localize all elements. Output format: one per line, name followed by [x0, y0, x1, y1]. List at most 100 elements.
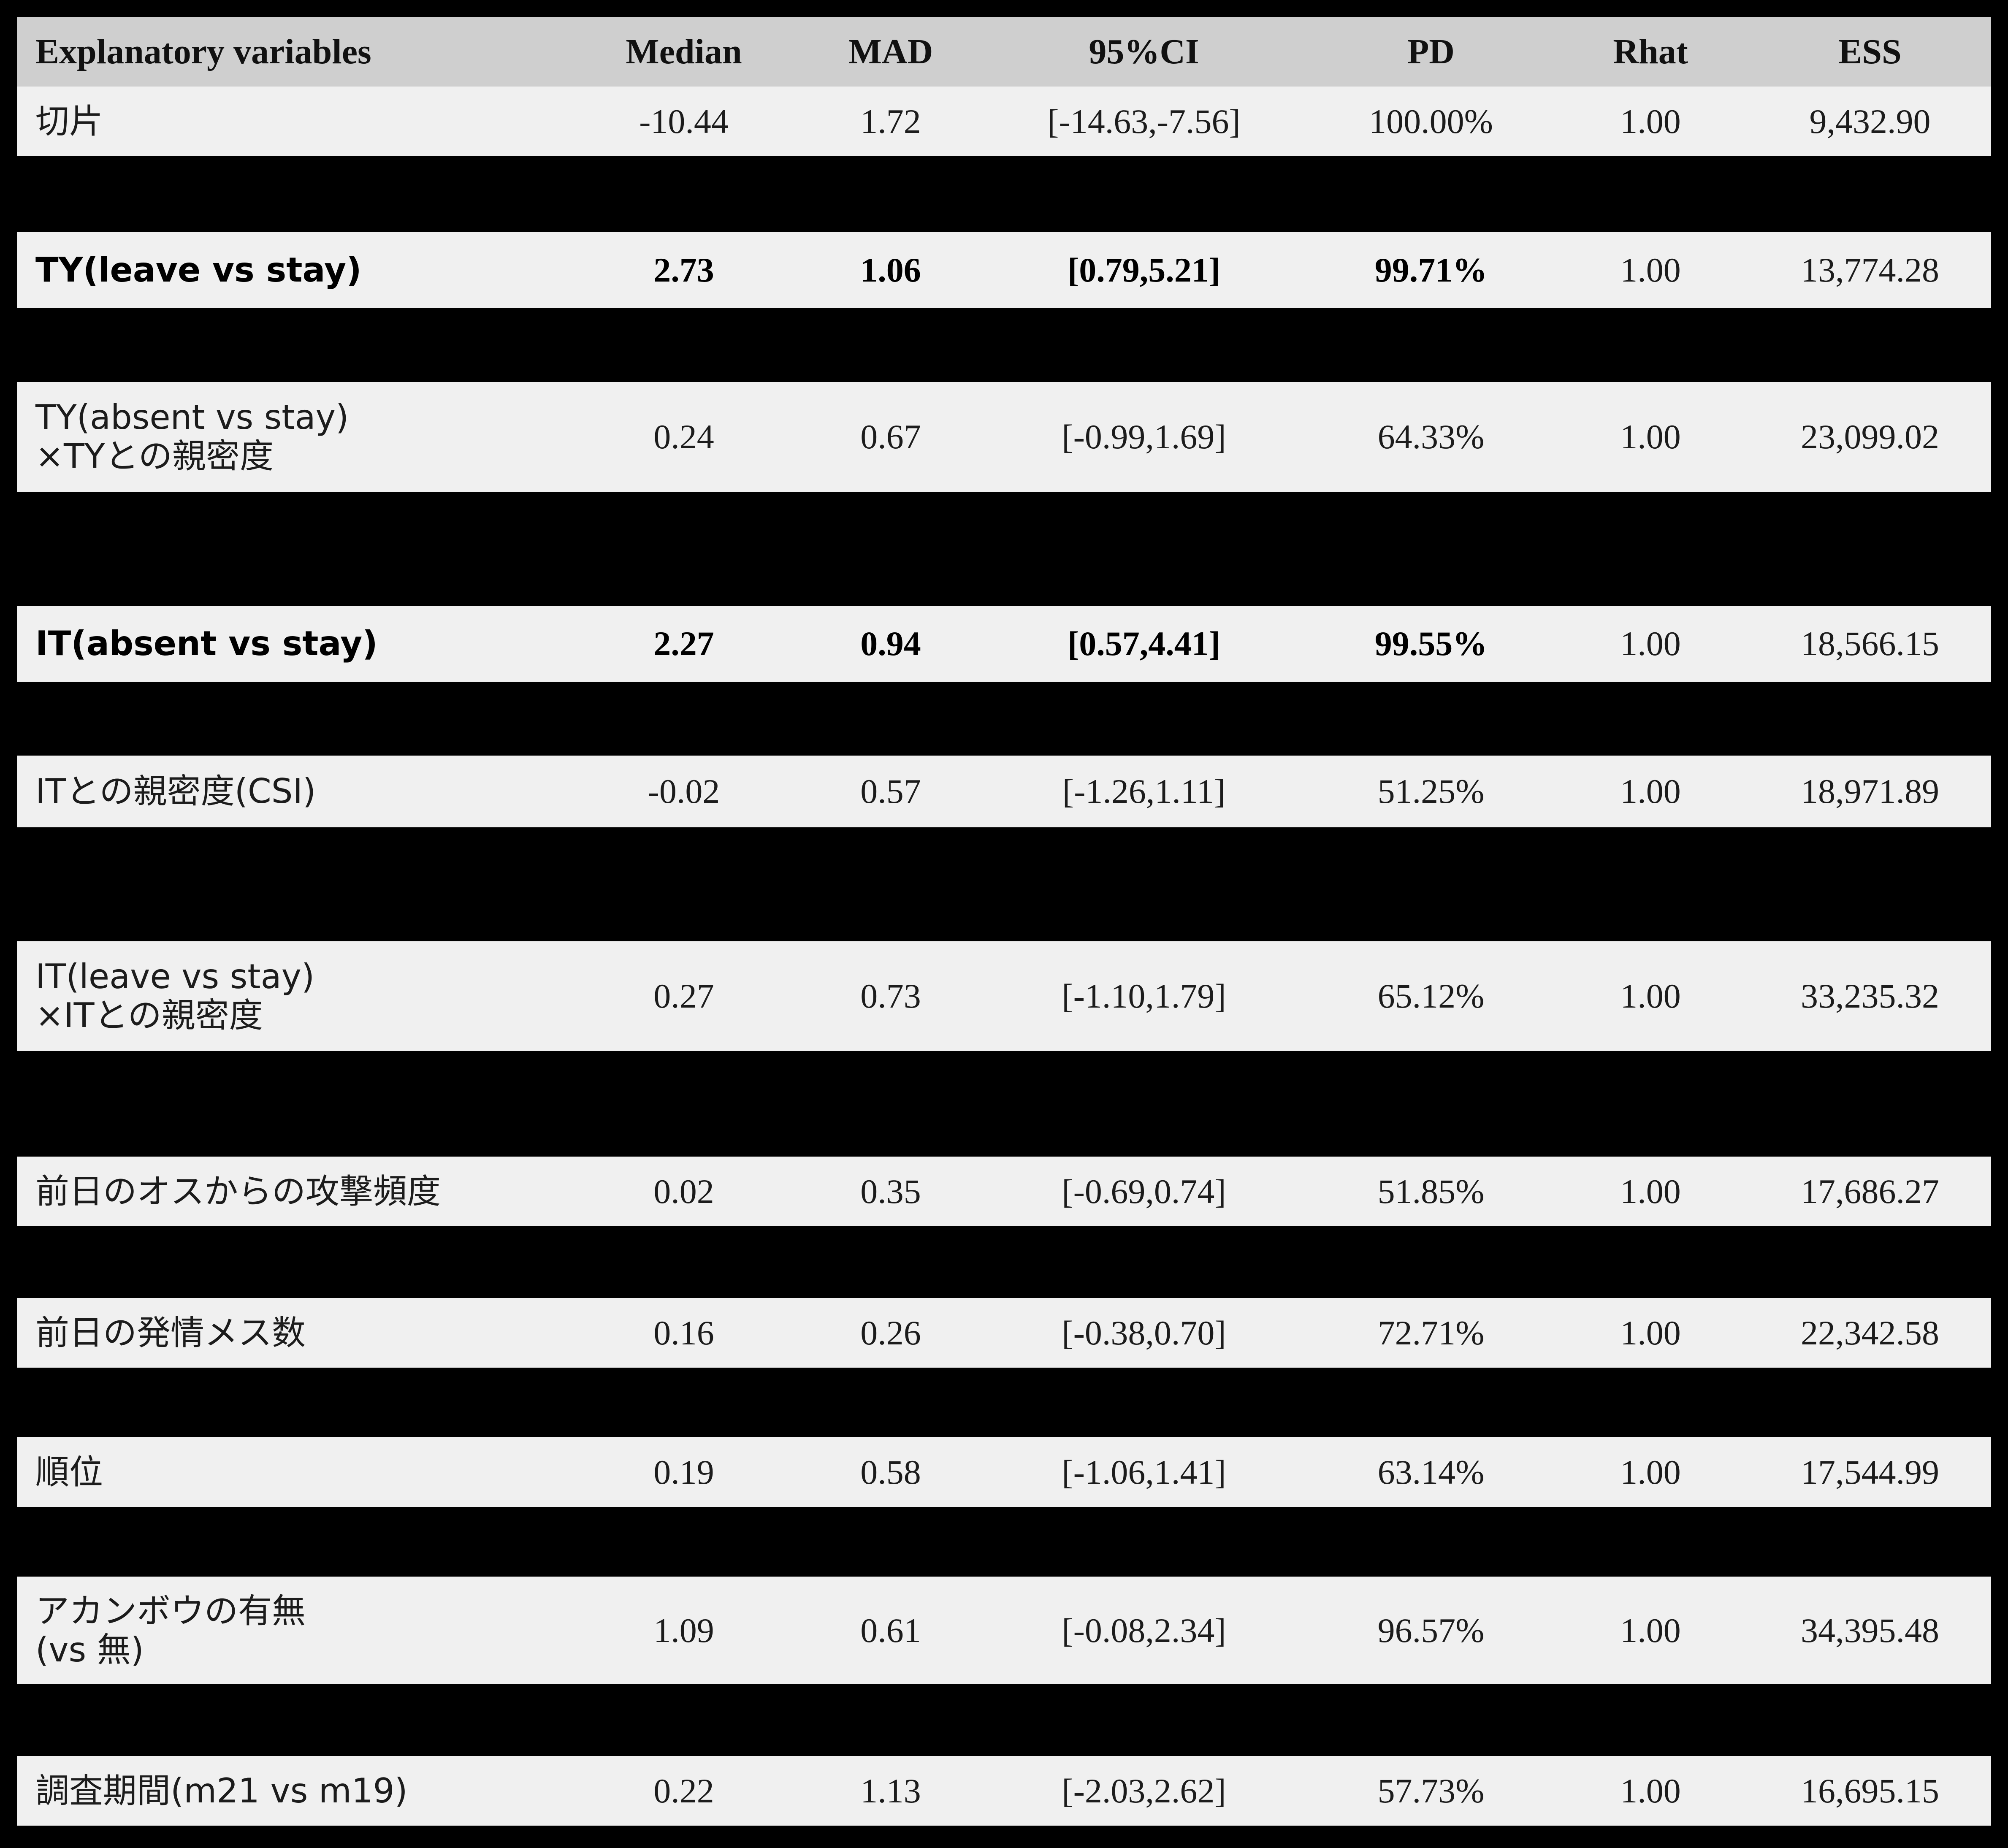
cell-ess: 18,566.15 — [1801, 624, 1939, 663]
cell-mad: 0.58 — [860, 1452, 921, 1491]
cell-median: -10.44 — [639, 102, 729, 141]
cell-ess: 16,695.15 — [1801, 1771, 1939, 1810]
cell-rhat: 1.00 — [1620, 1313, 1681, 1352]
table-header-row: Explanatory variables Median MAD 95%CI P… — [17, 17, 1991, 87]
table-row: TY(leave vs stay) 2.73 1.06 [0.79,5.21] 99.7… — [17, 232, 1991, 308]
cell-rhat: 1.00 — [1620, 624, 1681, 663]
cell-pd: 100.00% — [1369, 102, 1493, 141]
cell-explanatory-variable: TY(absent vs stay) ×TYとの親密度 — [35, 382, 349, 492]
cell-explanatory-variable: ITとの親密度(CSI) — [35, 756, 316, 827]
header-median: Median — [626, 32, 742, 71]
cell-pd: 96.57% — [1377, 1611, 1485, 1650]
cell-explanatory-variable: IT(leave vs stay) ×ITとの親密度 — [35, 941, 314, 1051]
cell-rhat: 1.00 — [1620, 1771, 1681, 1810]
cell-pd: 51.85% — [1377, 1172, 1485, 1211]
table-row: 前日の発情メス数 0.16 0.26 [-0.38,0.70] 72.71% 1.00 22… — [17, 1298, 1991, 1368]
cell-rhat: 1.00 — [1620, 251, 1681, 289]
cell-median: -0.02 — [648, 772, 720, 810]
cell-median: 0.27 — [653, 977, 714, 1015]
cell-rhat: 1.00 — [1620, 1611, 1681, 1650]
cell-ci: [-1.26,1.11] — [1062, 772, 1226, 810]
cell-ci: [-14.63,-7.56] — [1047, 102, 1241, 141]
cell-ess: 13,774.28 — [1801, 251, 1939, 289]
cell-ci: [-2.03,2.62] — [1062, 1771, 1226, 1810]
cell-rhat: 1.00 — [1620, 417, 1681, 456]
header-explanatory-variables: Explanatory variables — [35, 32, 371, 71]
cell-median: 2.73 — [653, 251, 714, 289]
cell-median: 0.22 — [653, 1771, 714, 1810]
variable-line: 調査期間(m21 vs m19) — [35, 1771, 408, 1810]
cell-rhat: 1.00 — [1620, 1172, 1681, 1211]
variable-line: TY(absent vs stay) — [35, 398, 349, 437]
variable-line: ×TYとの親密度 — [35, 436, 274, 476]
table-row: 順位 0.19 0.58 [-1.06,1.41] 63.14% 1.00 17,544.9… — [17, 1437, 1991, 1507]
cell-median: 2.27 — [653, 624, 714, 663]
variable-line: 前日のオスからの攻撃頻度 — [35, 1171, 441, 1211]
cell-pd: 65.12% — [1377, 977, 1485, 1015]
cell-ess: 9,432.90 — [1809, 102, 1931, 141]
cell-mad: 0.26 — [860, 1313, 921, 1352]
table-row: 前日のオスからの攻撃頻度 0.02 0.35 [-0.69,0.74] 51.85% 1.… — [17, 1157, 1991, 1226]
table-row: 調査期間(m21 vs m19) 0.22 1.13 [-2.03,2.62] 57.7… — [17, 1756, 1991, 1826]
cell-ci: [-0.08,2.34] — [1062, 1611, 1226, 1650]
cell-explanatory-variable: 順位 — [35, 1437, 103, 1507]
cell-rhat: 1.00 — [1620, 102, 1681, 141]
variable-line: IT(absent vs stay) — [35, 624, 378, 663]
cell-ess: 34,395.48 — [1801, 1611, 1939, 1650]
cell-median: 1.09 — [653, 1611, 714, 1650]
cell-ci: [0.79,5.21] — [1067, 251, 1221, 289]
variable-line: ×ITとの親密度 — [35, 996, 263, 1035]
cell-median: 0.16 — [653, 1313, 714, 1352]
cell-rhat: 1.00 — [1620, 772, 1681, 810]
cell-ci: [-1.10,1.79] — [1062, 977, 1226, 1015]
variable-line: TY(leave vs stay) — [35, 250, 362, 290]
table-row: 切片 -10.44 1.72 [-14.63,-7.56] 100.00% 1.00 9,4… — [17, 87, 1991, 156]
cell-ci: [-0.99,1.69] — [1062, 417, 1226, 456]
cell-mad: 0.57 — [860, 772, 921, 810]
cell-pd: 99.55% — [1374, 624, 1488, 663]
table-row: TY(absent vs stay) ×TYとの親密度 0.24 0.67 [-0.9… — [17, 382, 1991, 492]
cell-explanatory-variable: 調査期間(m21 vs m19) — [35, 1756, 408, 1826]
cell-ess: 23,099.02 — [1801, 417, 1939, 456]
cell-mad: 0.94 — [860, 624, 921, 663]
cell-explanatory-variable: TY(leave vs stay) — [35, 232, 362, 308]
cell-ess: 17,544.99 — [1801, 1452, 1939, 1491]
variable-line: (vs 無) — [35, 1630, 144, 1669]
cell-rhat: 1.00 — [1620, 977, 1681, 1015]
cell-median: 0.24 — [653, 417, 714, 456]
cell-pd: 63.14% — [1377, 1452, 1485, 1491]
header-pd: PD — [1407, 32, 1455, 71]
cell-ci: [0.57,4.41] — [1067, 624, 1221, 663]
cell-ess: 18,971.89 — [1801, 772, 1939, 810]
variable-line: 前日の発情メス数 — [35, 1313, 306, 1352]
cell-ess: 17,686.27 — [1801, 1172, 1939, 1211]
cell-pd: 57.73% — [1377, 1771, 1485, 1810]
cell-pd: 51.25% — [1377, 772, 1485, 810]
cell-ci: [-0.69,0.74] — [1062, 1172, 1226, 1211]
cell-explanatory-variable: 切片 — [35, 87, 103, 156]
cell-pd: 64.33% — [1377, 417, 1485, 456]
cell-ci: [-0.38,0.70] — [1062, 1313, 1226, 1352]
cell-mad: 0.35 — [860, 1172, 921, 1211]
cell-ci: [-1.06,1.41] — [1062, 1452, 1226, 1491]
header-rhat: Rhat — [1613, 32, 1688, 71]
cell-explanatory-variable: 前日の発情メス数 — [35, 1298, 306, 1368]
cell-explanatory-variable: アカンボウの有無 (vs 無) — [35, 1577, 306, 1684]
variable-line: 切片 — [35, 101, 103, 141]
table-row: ITとの親密度(CSI) -0.02 0.57 [-1.26,1.11] 51.25% 1… — [17, 756, 1991, 827]
variable-line: 順位 — [35, 1452, 103, 1492]
variable-line: IT(leave vs stay) — [35, 957, 315, 996]
cell-explanatory-variable: 前日のオスからの攻撃頻度 — [35, 1157, 441, 1226]
table-row: アカンボウの有無 (vs 無) 1.09 0.61 [-0.08,2.34] 96.57%… — [17, 1577, 1991, 1684]
cell-rhat: 1.00 — [1620, 1452, 1681, 1491]
cell-ess: 33,235.32 — [1801, 977, 1939, 1015]
cell-mad: 1.72 — [860, 102, 921, 141]
cell-pd: 99.71% — [1374, 251, 1488, 289]
cell-mad: 0.73 — [860, 977, 921, 1015]
cell-pd: 72.71% — [1377, 1313, 1485, 1352]
cell-mad: 0.67 — [860, 417, 921, 456]
cell-mad: 1.06 — [860, 251, 921, 289]
cell-mad: 0.61 — [860, 1611, 921, 1650]
table-row: IT(leave vs stay) ×ITとの親密度 0.27 0.73 [-1.10… — [17, 941, 1991, 1051]
header-ess: ESS — [1838, 32, 1902, 71]
